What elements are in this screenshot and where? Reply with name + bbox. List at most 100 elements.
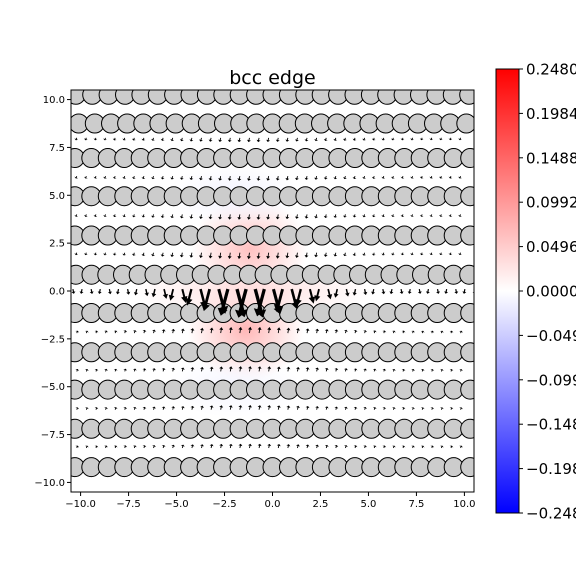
displacement-arrow	[161, 406, 166, 410]
displacement-arrow	[381, 137, 386, 141]
displacement-arrow	[198, 252, 203, 259]
displacement-arrow	[420, 369, 425, 372]
displacement-arrow	[352, 214, 357, 218]
displacement-arrow	[141, 175, 146, 179]
displacement-arrow	[430, 330, 435, 334]
displacement-arrow	[324, 444, 329, 449]
displacement-arrow	[344, 406, 348, 410]
atom	[460, 186, 474, 207]
displacement-arrow	[83, 252, 88, 256]
displacement-arrow	[151, 176, 155, 180]
displacement-arrow	[352, 137, 357, 141]
displacement-arrow	[227, 137, 232, 143]
displacement-arrow	[103, 137, 107, 141]
displacement-arrow	[315, 406, 320, 410]
displacement-arrow	[151, 288, 157, 298]
displacement-arrow	[372, 445, 377, 449]
displacement-arrow	[219, 366, 224, 372]
displacement-arrow	[219, 327, 224, 334]
colorbar	[495, 68, 520, 514]
displacement-arrow	[266, 137, 271, 143]
displacement-arrow	[362, 214, 366, 218]
displacement-arrow	[237, 214, 242, 220]
displacement-arrow	[392, 330, 396, 334]
displacement-arrow	[93, 175, 98, 179]
displacement-arrow	[218, 214, 223, 220]
displacement-arrow	[425, 288, 430, 294]
displacement-arrow	[429, 137, 434, 141]
displacement-arrow	[238, 443, 243, 449]
displacement-arrow	[190, 444, 195, 449]
displacement-arrow	[401, 368, 406, 372]
displacement-arrow	[392, 368, 396, 372]
displacement-arrow	[237, 252, 242, 260]
displacement-arrow	[314, 137, 319, 142]
displacement-arrow	[400, 137, 405, 141]
displacement-arrow	[74, 175, 79, 179]
displacement-arrow	[180, 328, 185, 334]
displacement-arrow	[344, 445, 348, 449]
displacement-arrow	[285, 252, 290, 259]
y-tick-label: 2.5	[49, 239, 65, 250]
displacement-arrow	[401, 445, 406, 449]
displacement-arrow	[315, 367, 320, 372]
displacement-arrow	[113, 445, 118, 449]
displacement-arrow	[419, 214, 424, 217]
displacement-arrow	[436, 288, 441, 294]
displacement-arrow	[286, 327, 291, 334]
displacement-arrow	[448, 252, 453, 256]
displacement-arrow	[122, 137, 127, 141]
displacement-arrow	[97, 288, 102, 295]
displacement-arrow	[246, 214, 251, 220]
displacement-arrow	[344, 368, 348, 372]
displacement-arrow	[201, 288, 211, 312]
displacement-arrow	[103, 252, 107, 256]
displacement-arrow	[305, 328, 310, 334]
displacement-arrow	[180, 406, 185, 410]
displacement-arrow	[333, 252, 338, 257]
displacement-arrow	[152, 406, 156, 410]
displacement-arrow	[266, 214, 271, 220]
displacement-arrow	[131, 175, 136, 179]
displacement-arrow	[122, 175, 127, 179]
y-tick-label: −2.5	[41, 334, 65, 345]
displacement-arrow	[112, 214, 117, 218]
displacement-arrow	[304, 137, 309, 142]
displacement-arrow	[93, 214, 98, 217]
displacement-arrow	[440, 407, 444, 410]
displacement-arrow	[171, 406, 176, 410]
displacement-arrow	[448, 137, 453, 141]
displacement-arrow	[103, 214, 107, 217]
displacement-arrow	[304, 214, 309, 219]
displacement-arrow	[391, 137, 395, 141]
displacement-arrow	[400, 252, 405, 256]
displacement-arrow	[219, 443, 224, 449]
displacement-arrow	[267, 443, 272, 449]
displacement-arrow	[190, 367, 195, 372]
displacement-arrow	[459, 407, 463, 410]
displacement-arrow	[449, 330, 454, 334]
displacement-arrow	[444, 288, 449, 294]
colorbar-tick-label: 0.1984	[526, 105, 576, 123]
displacement-arrow	[314, 176, 319, 180]
displacement-arrow	[392, 407, 396, 410]
displacement-arrow	[94, 330, 99, 334]
displacement-arrow	[257, 443, 262, 449]
displacement-arrow	[85, 445, 89, 449]
displacement-arrow	[248, 443, 252, 449]
displacement-arrow	[170, 176, 175, 180]
displacement-arrow	[218, 176, 223, 181]
displacement-arrow	[112, 137, 117, 141]
displacement-arrow	[208, 137, 213, 142]
displacement-arrow	[152, 368, 156, 372]
displacement-arrow	[199, 176, 203, 181]
colorbar-tick-label: 0.2480	[526, 61, 576, 79]
displacement-arrow	[248, 405, 252, 410]
displacement-arrow	[411, 445, 415, 449]
displacement-arrow	[276, 327, 281, 334]
displacement-arrow	[400, 214, 405, 217]
displacement-arrow	[333, 288, 339, 298]
displacement-arrow	[200, 327, 204, 334]
displacement-arrow	[161, 329, 166, 334]
displacement-arrow	[123, 445, 128, 449]
